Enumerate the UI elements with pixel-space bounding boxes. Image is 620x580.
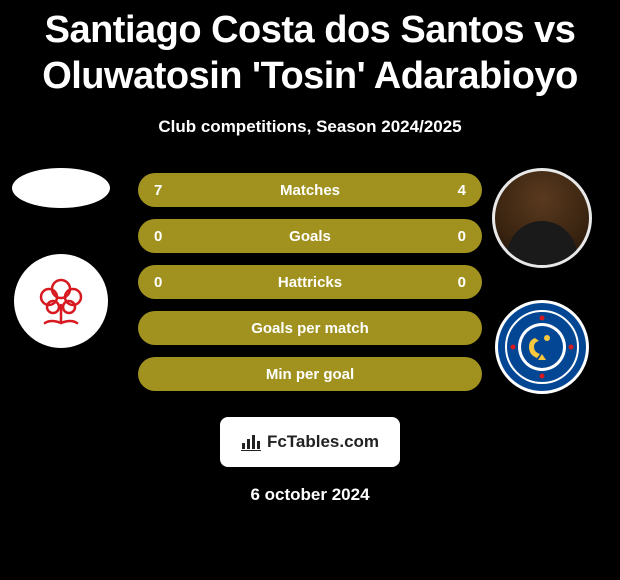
stat-left-value: 0	[154, 228, 184, 245]
stat-label: Goals per match	[251, 320, 369, 337]
stat-row-hattricks: 0 Hattricks 0	[138, 265, 482, 299]
page-title: Santiago Costa dos Santos vs Oluwatosin …	[0, 0, 620, 99]
brand-box[interactable]: FcTables.com	[220, 417, 400, 467]
stat-label: Goals	[289, 228, 331, 245]
stat-row-matches: 7 Matches 4	[138, 173, 482, 207]
stat-label: Matches	[280, 182, 340, 199]
brand-text: FcTables.com	[267, 432, 379, 452]
stat-label: Hattricks	[278, 274, 342, 291]
stat-label: Min per goal	[266, 366, 354, 383]
stat-row-goals-per-match: Goals per match	[138, 311, 482, 345]
stat-row-goals: 0 Goals 0	[138, 219, 482, 253]
date-text: 6 october 2024	[250, 485, 369, 505]
subtitle: Club competitions, Season 2024/2025	[0, 117, 620, 137]
comparison-table: 7 Matches 4 0 Goals 0 0 Hattricks 0 Goal…	[0, 173, 620, 505]
stat-row-min-per-goal: Min per goal	[138, 357, 482, 391]
stat-right-value: 0	[436, 228, 466, 245]
stat-left-value: 0	[154, 274, 184, 291]
stat-right-value: 0	[436, 274, 466, 291]
stat-left-value: 7	[154, 182, 184, 199]
chart-icon	[241, 433, 261, 451]
stat-right-value: 4	[436, 182, 466, 199]
